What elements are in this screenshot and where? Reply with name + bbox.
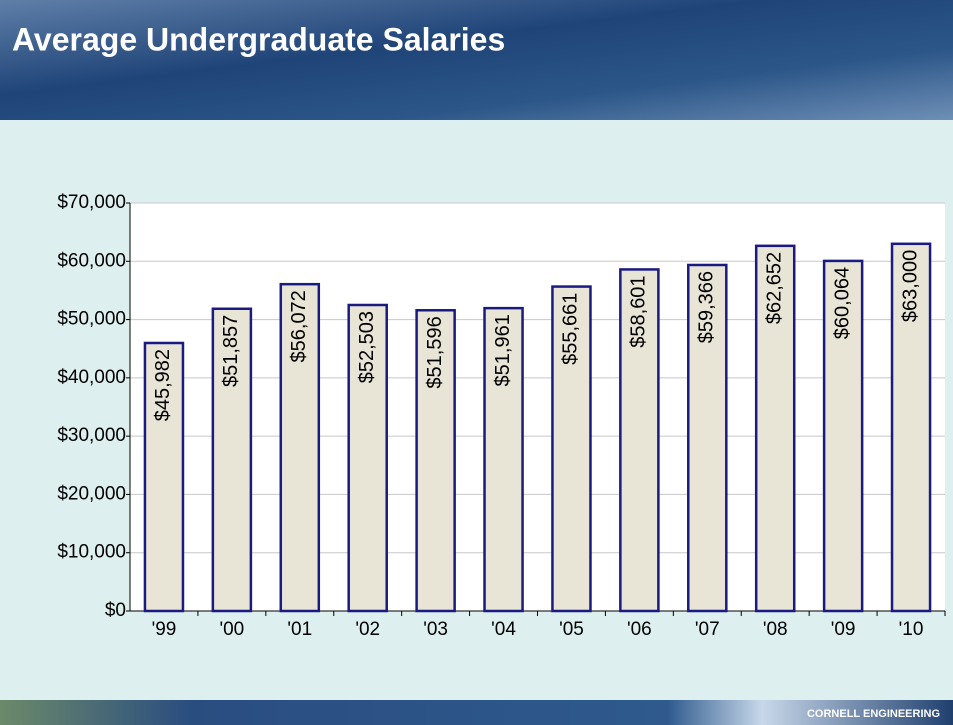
header (0, 0, 953, 120)
footer: CORNELL ENGINEERING (807, 708, 940, 720)
value-label: $51,596 (424, 316, 446, 388)
y-tick-label: $10,000 (57, 542, 126, 563)
value-label: $56,072 (288, 290, 310, 362)
x-tick-label: '01 (287, 619, 312, 640)
x-tick-label: '02 (355, 619, 380, 640)
value-label: $62,652 (763, 252, 785, 324)
y-tick-label: $20,000 (57, 483, 126, 504)
y-tick-label: $70,000 (57, 192, 126, 213)
value-label: $58,601 (628, 275, 650, 347)
value-label: $52,503 (356, 311, 378, 383)
x-tick-label: '04 (491, 619, 516, 640)
value-label: $60,064 (831, 267, 853, 339)
plot-area (130, 203, 945, 611)
x-tick-label: '05 (559, 619, 584, 640)
chart-title: Average Undergraduate Salaries (12, 21, 505, 57)
x-tick-label: '08 (763, 619, 788, 640)
value-label: $51,857 (220, 315, 242, 387)
y-tick-label: $60,000 (57, 250, 126, 271)
x-tick-label: '99 (152, 619, 177, 640)
x-tick-label: '07 (695, 619, 720, 640)
y-tick-label: $0 (105, 600, 126, 621)
x-tick-label: '06 (627, 619, 652, 640)
x-tick-label: '09 (831, 619, 856, 640)
y-tick-label: $30,000 (57, 425, 126, 446)
y-tick-label: $50,000 (57, 309, 126, 330)
y-tick-label: $40,000 (57, 367, 126, 388)
value-label: $45,982 (152, 349, 174, 421)
x-tick-label: '10 (899, 619, 924, 640)
value-label: $59,366 (696, 271, 718, 343)
slide: Average Undergraduate Salaries CORNELL E… (0, 0, 953, 725)
value-label: $51,961 (492, 314, 514, 386)
value-label: $55,661 (560, 293, 582, 365)
value-label: $63,000 (899, 250, 921, 322)
x-tick-label: '00 (219, 619, 244, 640)
page: Average Undergraduate Salaries CORNELL E… (0, 0, 953, 725)
x-tick-label: '03 (423, 619, 448, 640)
